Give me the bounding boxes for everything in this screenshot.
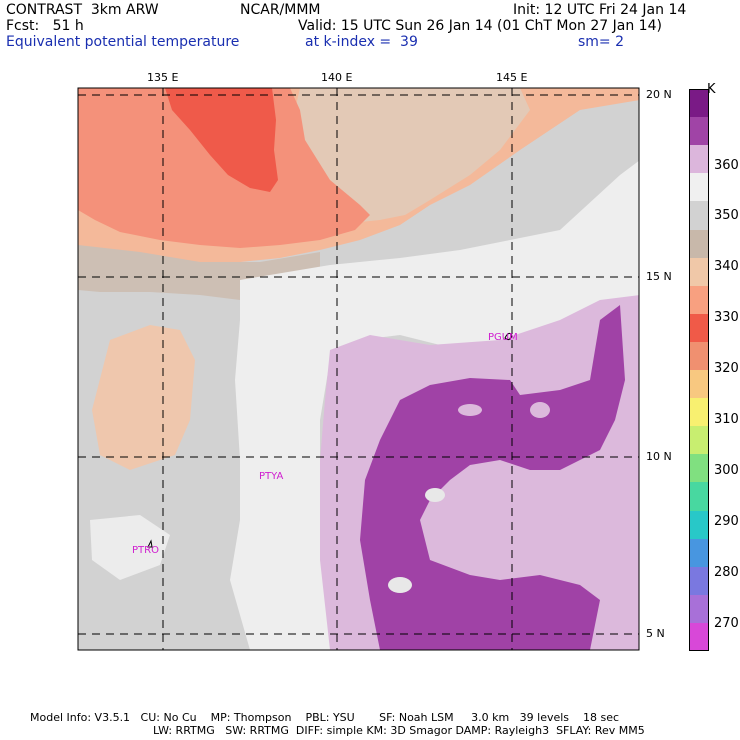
palau-outline bbox=[147, 539, 153, 548]
colorbar-swatch bbox=[689, 341, 709, 371]
forecast-hour: Fcst: 51 h bbox=[6, 18, 84, 34]
colorbar-label-300: 300 bbox=[714, 463, 739, 478]
colorbar-swatch bbox=[689, 201, 709, 230]
station-pgum: PGUM bbox=[488, 332, 518, 343]
colorbar-swatch bbox=[689, 482, 709, 511]
colorbar-label-360: 360 bbox=[714, 158, 739, 173]
region-355-white-left bbox=[90, 515, 170, 580]
region-330-red bbox=[165, 88, 278, 192]
lon-label-145: 145 E bbox=[496, 71, 528, 84]
region-360-white bbox=[230, 160, 639, 650]
valid-time: Valid: 15 UTC Sun 26 Jan 14 (01 ChT Mon … bbox=[298, 18, 662, 34]
region-370-purple bbox=[360, 305, 625, 650]
lat-label-20: 20 N bbox=[646, 88, 672, 101]
colorbar-swatch bbox=[689, 285, 709, 315]
model-info-line2: LW: RRTMG SW: RRTMG DIFF: simple KM: 3D … bbox=[153, 724, 645, 737]
colorbar-swatch bbox=[689, 117, 709, 146]
model-info-line1: Model Info: V3.5.1 CU: No Cu MP: Thompso… bbox=[30, 711, 620, 724]
colorbar-swatch bbox=[689, 145, 709, 174]
model-title: CONTRAST 3km ARW bbox=[6, 2, 159, 18]
lat-label-15: 15 N bbox=[646, 270, 672, 283]
colorbar-label-340: 340 bbox=[714, 259, 739, 274]
colorbar-swatch bbox=[689, 566, 709, 596]
colorbar-swatch bbox=[689, 89, 709, 118]
colorbar-label-330: 330 bbox=[714, 310, 739, 325]
colorbar-swatch bbox=[689, 173, 709, 202]
region-340-left bbox=[92, 325, 195, 470]
colorbar-swatch bbox=[689, 594, 709, 624]
level-info: at k-index = 39 bbox=[305, 34, 418, 50]
colorbar-swatch bbox=[689, 257, 709, 287]
init-time: Init: 12 UTC Fri 24 Jan 14 bbox=[513, 2, 687, 18]
station-ptro: PTRO bbox=[132, 545, 159, 556]
colorbar-label-290: 290 bbox=[714, 514, 739, 529]
region-345-tan bbox=[290, 88, 530, 222]
colorbar-label-310: 310 bbox=[714, 412, 739, 427]
colorbar-swatch bbox=[689, 538, 709, 568]
field-name: Equivalent potential temperature bbox=[6, 34, 240, 50]
colorbar-label-350: 350 bbox=[714, 208, 739, 223]
organization-label: NCAR/MMM bbox=[240, 2, 321, 18]
lon-label-140: 140 E bbox=[321, 71, 353, 84]
colorbar-swatch bbox=[689, 229, 709, 259]
colorbar-swatch bbox=[689, 313, 709, 343]
colorbar-unit: K bbox=[707, 82, 716, 97]
colorbar-label-270: 270 bbox=[714, 616, 739, 631]
graticule bbox=[78, 88, 639, 650]
colorbar-swatch bbox=[689, 622, 709, 652]
map-frame bbox=[77, 87, 640, 651]
colorbar-swatch bbox=[689, 398, 709, 427]
smoothing-info: sm= 2 bbox=[578, 34, 625, 50]
colorbar-swatch bbox=[689, 510, 709, 540]
colorbar-label-320: 320 bbox=[714, 361, 739, 376]
guam-outline bbox=[504, 332, 513, 341]
colorbar-swatch bbox=[689, 370, 709, 399]
colorbar-swatch bbox=[689, 454, 709, 483]
colorbar-frame bbox=[689, 89, 709, 651]
colorbar-swatch bbox=[689, 426, 709, 455]
colorbar-label-280: 280 bbox=[714, 565, 739, 580]
lat-label-10: 10 N bbox=[646, 450, 672, 463]
lat-label-5: 5 N bbox=[646, 627, 665, 640]
lon-label-135: 135 E bbox=[147, 71, 179, 84]
station-ptya: PTYA bbox=[259, 471, 284, 482]
